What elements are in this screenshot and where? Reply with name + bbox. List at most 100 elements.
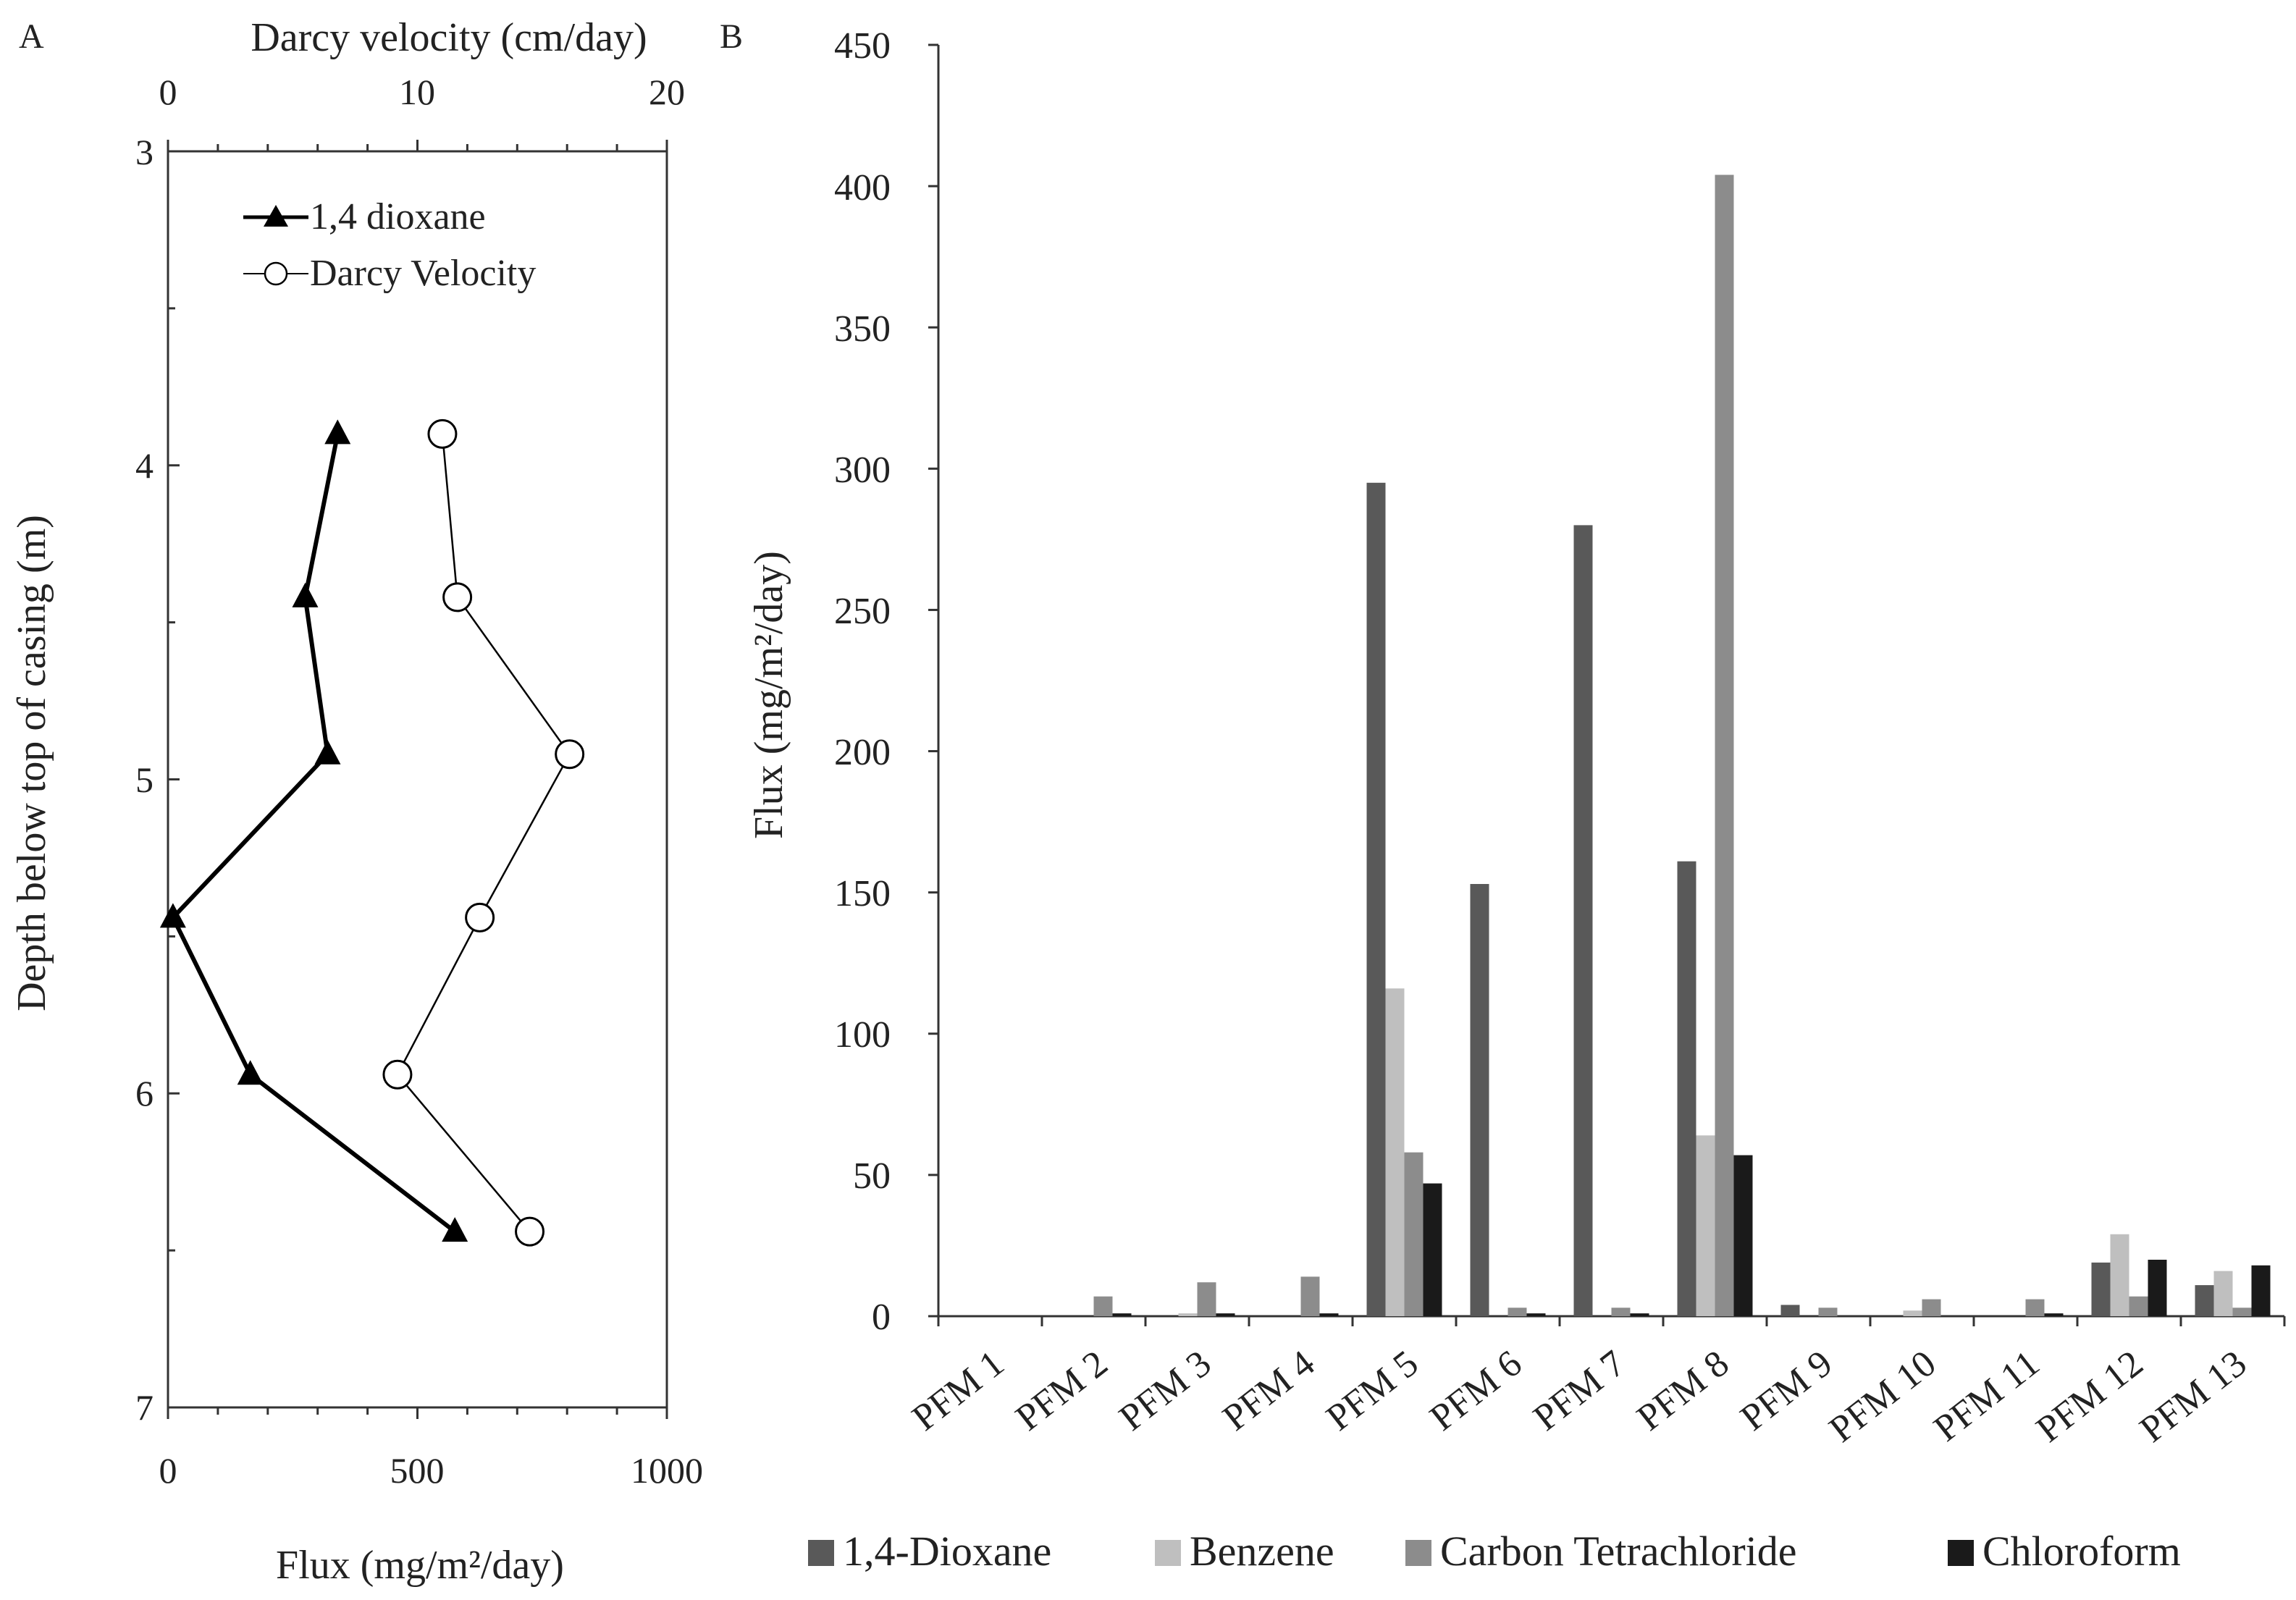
darcy-velocity-point <box>382 1059 413 1090</box>
panel-b-y-tick-label: 50 <box>853 1155 891 1197</box>
panel-a-top-tick-label: 20 <box>649 72 685 112</box>
panel-a-top-tick-label: 0 <box>159 72 177 112</box>
bar-benzene <box>1178 1313 1198 1316</box>
bar-carbon-tetrachloride <box>1300 1276 1320 1316</box>
darcy-velocity-point <box>515 1216 545 1247</box>
panel-a-bottom-axis-title: Flux (mg/m²/day) <box>276 1543 564 1588</box>
bar-chloroform <box>1630 1313 1649 1316</box>
panel-b: B Flux (mg/m²/day) 0 50 100 150 200 250 … <box>720 17 2286 1575</box>
panel-a-bottom-tick-label: 1000 <box>631 1450 703 1491</box>
dioxane-point <box>159 903 186 928</box>
panel-a-y-tick-label: 3 <box>135 132 154 172</box>
bar-dioxane <box>2195 1285 2214 1316</box>
panel-b-ticks <box>928 43 2286 1326</box>
panel-a-y-tick-label: 6 <box>135 1073 154 1113</box>
category-label: PFM 3 <box>1112 1343 1219 1439</box>
category-label: PFM 13 <box>2132 1343 2254 1451</box>
panel-b-y-axis-title: Flux (mg/m²/day) <box>747 551 791 839</box>
dioxane-line <box>170 433 457 1234</box>
bar-benzene <box>2110 1234 2129 1316</box>
panel-b-label: B <box>720 17 743 56</box>
category-label: PFM 12 <box>2029 1343 2150 1451</box>
bar-carbon-tetrachloride <box>2232 1308 2252 1316</box>
darcy-velocity-point <box>465 902 495 932</box>
legend-label-chloroform: Chloroform <box>1982 1528 2181 1575</box>
panel-a-y-tick-label: 5 <box>135 759 154 800</box>
darcy-velocity-point <box>427 418 458 449</box>
panel-b-y-tick-labels: 0 50 100 150 200 250 300 350 400 450 <box>834 25 891 1338</box>
dioxane-point <box>314 739 341 765</box>
legend-swatch-dioxane <box>808 1540 834 1566</box>
category-label: PFM 9 <box>1733 1343 1841 1439</box>
panel-b-y-tick-label: 300 <box>834 450 891 491</box>
panel-a-bottom-tick-label: 0 <box>159 1450 177 1491</box>
bar-carbon-tetrachloride <box>2129 1296 2148 1316</box>
bar-chloroform <box>1526 1313 1546 1316</box>
dioxane-point <box>324 419 351 445</box>
panel-a-ticks <box>167 140 668 1419</box>
legend-label-benzene: Benzene <box>1190 1528 1334 1575</box>
legend-darcy-label: Darcy Velocity <box>310 253 536 294</box>
dioxane-point <box>292 582 319 607</box>
legend-swatch-chloroform <box>1948 1540 1974 1566</box>
darcy-velocity-point <box>555 739 585 770</box>
panel-b-y-tick-label: 450 <box>834 25 891 67</box>
bar-dioxane <box>2091 1262 2111 1316</box>
bar-carbon-tetrachloride <box>1611 1308 1631 1316</box>
bar-carbon-tetrachloride <box>2025 1299 2045 1316</box>
panel-a-top-tick-label: 10 <box>399 72 435 112</box>
panel-a-top-tick-labels: 0 10 20 <box>159 72 686 112</box>
bar-chloroform <box>2251 1265 2271 1316</box>
legend-label-dioxane: 1,4-Dioxane <box>843 1528 1051 1575</box>
category-label: PFM 5 <box>1319 1343 1426 1439</box>
bar-dioxane <box>1780 1305 1800 1316</box>
category-label: PFM 11 <box>1927 1343 2048 1450</box>
legend-label-carbon-tetrachloride: Carbon Tetrachloride <box>1440 1528 1797 1575</box>
bar-benzene <box>1903 1310 1922 1316</box>
legend-dioxane-marker <box>264 205 288 227</box>
bar-chloroform <box>1733 1155 1753 1316</box>
panel-a-top-axis-title: Darcy velocity (cm/day) <box>251 15 647 60</box>
panel-b-y-tick-label: 100 <box>834 1014 891 1056</box>
legend-swatch-carbon-tetrachloride <box>1405 1540 1431 1566</box>
panel-b-y-tick-label: 250 <box>834 591 891 632</box>
panel-a-y-tick-label: 7 <box>135 1387 154 1428</box>
category-label: PFM 4 <box>1216 1343 1323 1439</box>
bar-carbon-tetrachloride <box>1093 1296 1113 1316</box>
category-label: PFM 8 <box>1630 1343 1737 1439</box>
panel-a-markers <box>159 418 585 1247</box>
panel-b-category-labels: PFM 1 PFM 2 PFM 3 PFM 4 PFM 5 PFM 6 PFM … <box>905 1343 2255 1451</box>
dioxane-point <box>442 1217 468 1242</box>
legend-darcy-marker <box>264 261 288 286</box>
category-label: PFM 1 <box>905 1343 1012 1439</box>
bar-chloroform <box>1216 1313 1235 1316</box>
panel-a-y-tick-label: 4 <box>135 445 154 486</box>
bar-dioxane <box>1470 884 1489 1316</box>
dioxane-point <box>237 1060 264 1085</box>
panel-b-bars <box>1093 174 2271 1316</box>
panel-a: A Darcy velocity (cm/day) Flux (mg/m²/da… <box>9 15 703 1588</box>
bar-benzene <box>1696 1135 1715 1316</box>
darcy-velocity-point <box>442 582 473 612</box>
bar-carbon-tetrachloride <box>1715 174 1734 1316</box>
bar-chloroform <box>2148 1260 2167 1316</box>
bar-chloroform <box>1112 1313 1132 1316</box>
bar-carbon-tetrachloride <box>1922 1299 1941 1316</box>
bar-dioxane <box>1677 861 1696 1316</box>
panel-b-legend: 1,4-Dioxane Benzene Carbon Tetrachloride… <box>808 1528 2181 1575</box>
category-label: PFM 7 <box>1526 1343 1633 1439</box>
legend-swatch-benzene <box>1155 1540 1181 1566</box>
panel-a-bottom-tick-labels: 0 500 1000 <box>159 1450 704 1491</box>
panel-b-y-tick-label: 200 <box>834 732 891 773</box>
bar-carbon-tetrachloride <box>1818 1308 1838 1316</box>
legend-dioxane-label: 1,4 dioxane <box>310 196 486 237</box>
bar-carbon-tetrachloride <box>1197 1282 1216 1316</box>
category-label: PFM 10 <box>1822 1343 1943 1451</box>
panel-b-y-tick-label: 350 <box>834 308 891 350</box>
panel-a-legend: 1,4 dioxane Darcy Velocity <box>243 196 536 294</box>
category-label: PFM 2 <box>1009 1343 1116 1439</box>
bar-dioxane <box>1573 525 1593 1316</box>
bar-benzene <box>2213 1271 2233 1316</box>
panel-a-bottom-tick-label: 500 <box>390 1450 445 1491</box>
